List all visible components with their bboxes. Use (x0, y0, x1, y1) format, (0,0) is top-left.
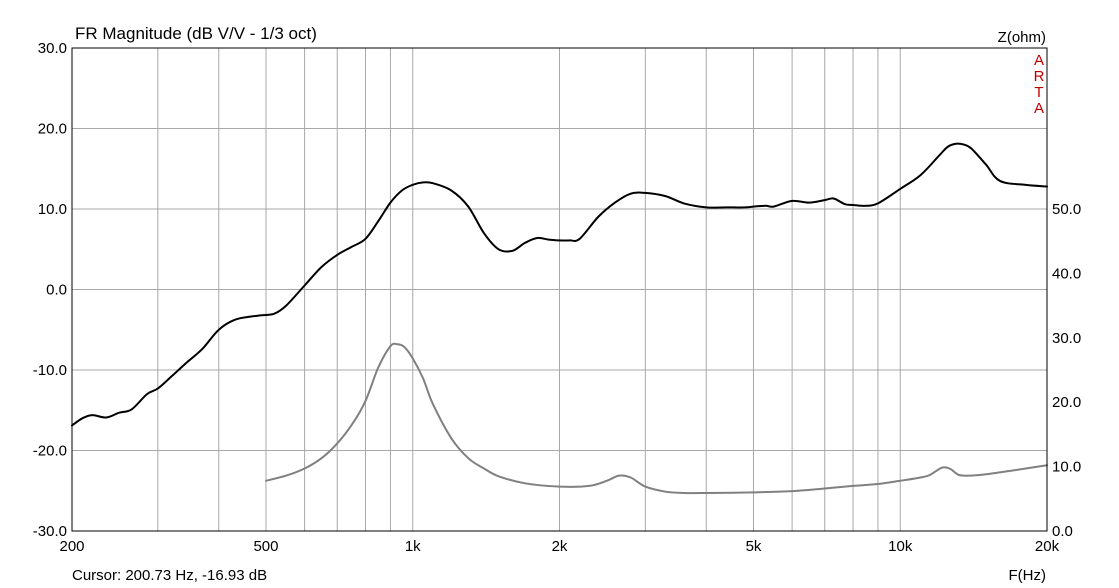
x-tick-label: 20k (1035, 538, 1060, 555)
y-axis-right-ticks: 50.0 40.0 30.0 20.0 10.0 0.0 (1052, 201, 1081, 540)
watermark-letter: A (1034, 100, 1044, 117)
y-tick-label: -10.0 (33, 362, 67, 379)
plot-frame (71, 47, 1048, 532)
y2-tick-label: 30.0 (1052, 330, 1081, 347)
y2-tick-label: 40.0 (1052, 265, 1081, 282)
y2-tick-label: 0.0 (1052, 523, 1073, 540)
x-tick-label: 5k (746, 538, 762, 555)
arta-watermark: A R T A (1034, 52, 1045, 117)
y2-tick-label: 20.0 (1052, 394, 1081, 411)
data-series (71, 142, 1048, 495)
y-axis-left-ticks: 30.0 20.0 10.0 0.0 -10.0 -20.0 -30.0 (33, 40, 67, 540)
impedance-curve (265, 342, 1048, 495)
y2-tick-label: 50.0 (1052, 201, 1081, 218)
x-axis-label: F(Hz) (1009, 567, 1047, 584)
x-tick-label: 1k (405, 538, 421, 555)
chart-title: FR Magnitude (dB V/V - 1/3 oct) (75, 24, 317, 43)
magnitude-curve (71, 142, 1048, 427)
x-tick-label: 200 (59, 538, 84, 555)
x-tick-label: 2k (552, 538, 568, 555)
right-axis-label: Z(ohm) (998, 29, 1046, 46)
y-tick-label: 0.0 (46, 282, 67, 299)
y2-tick-label: 10.0 (1052, 459, 1081, 476)
watermark-letter: R (1034, 68, 1045, 85)
watermark-letter: T (1034, 84, 1043, 101)
y-tick-label: 10.0 (38, 201, 67, 218)
x-axis-ticks: 200 500 1k 2k 5k 10k 20k (59, 538, 1059, 555)
x-tick-label: 10k (888, 538, 913, 555)
y-tick-label: 30.0 (38, 40, 67, 57)
y-tick-label: 20.0 (38, 121, 67, 138)
cursor-readout: Cursor: 200.73 Hz, -16.93 dB (72, 567, 267, 584)
y-tick-label: -30.0 (33, 523, 67, 540)
x-tick-label: 500 (253, 538, 278, 555)
watermark-letter: A (1034, 52, 1044, 69)
y-tick-label: -20.0 (33, 443, 67, 460)
